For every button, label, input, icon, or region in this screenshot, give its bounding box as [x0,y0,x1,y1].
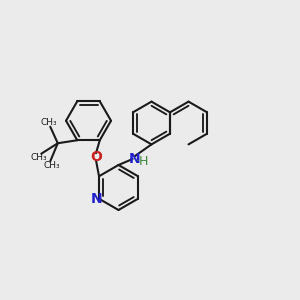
Text: CH₃: CH₃ [44,161,60,170]
Text: CH₃: CH₃ [31,153,47,162]
Text: CH₃: CH₃ [40,118,57,127]
Text: ·H: ·H [136,155,149,168]
Text: N: N [91,192,102,206]
Text: N: N [129,152,141,166]
Text: O: O [90,150,102,164]
